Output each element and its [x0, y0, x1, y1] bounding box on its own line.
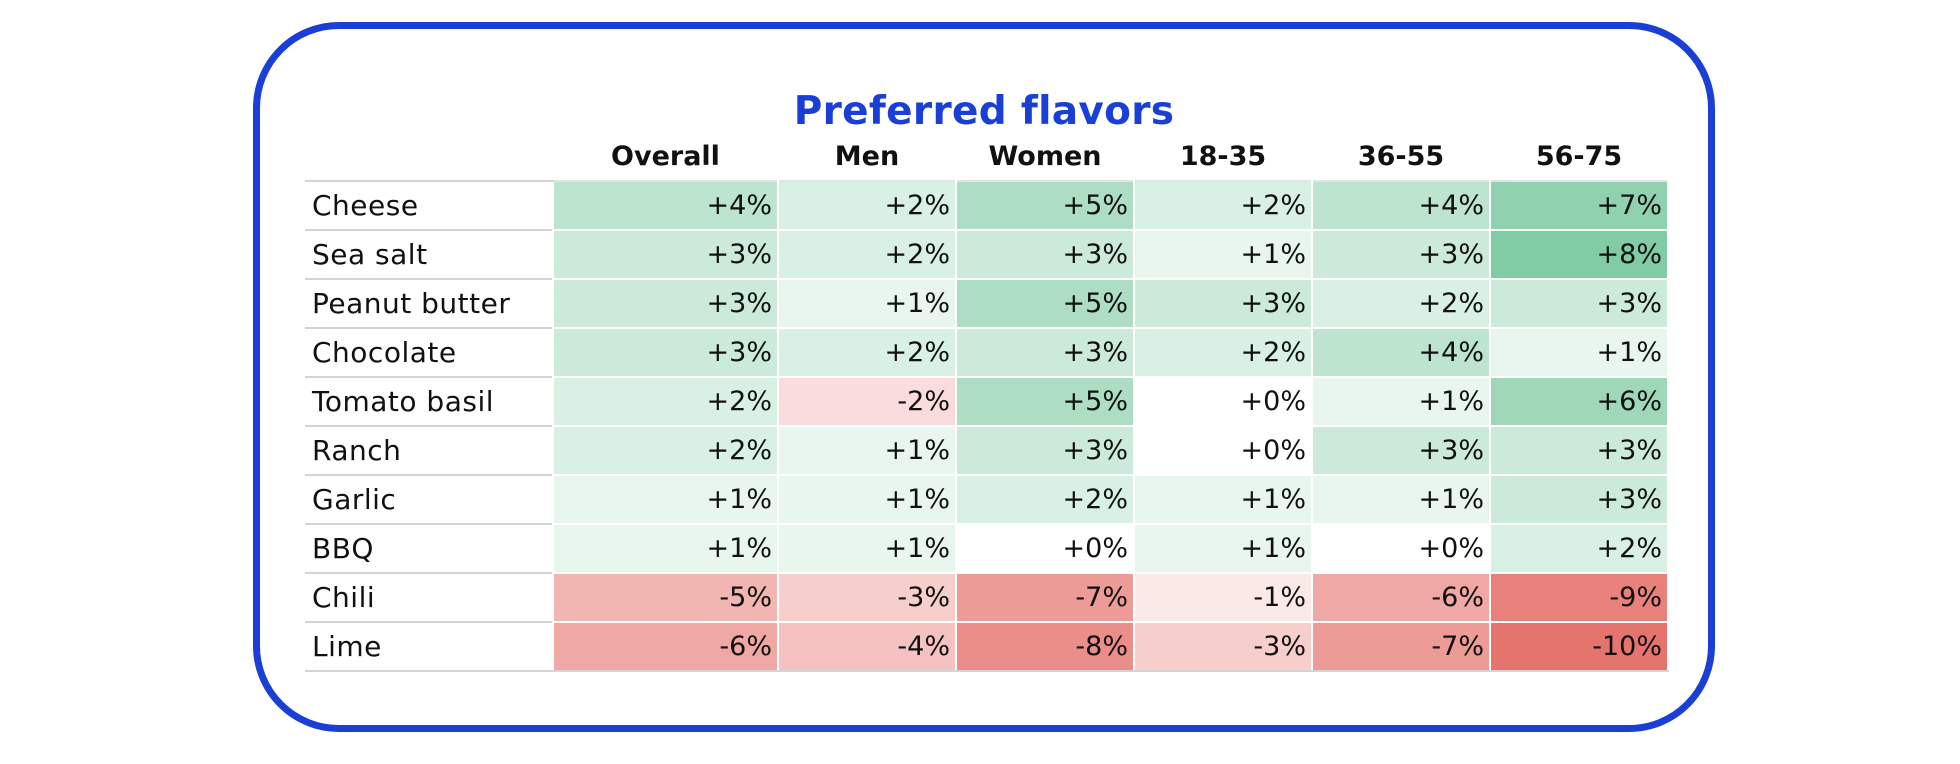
- heatmap-cell: -6%: [552, 621, 779, 672]
- heatmap-cell: -10%: [1489, 621, 1669, 672]
- header-row: Overall Men Women 18-35 36-55 56-75: [305, 132, 1668, 181]
- heatmap-cell: +1%: [1311, 474, 1491, 525]
- row-label: BBQ: [305, 523, 553, 573]
- heatmap-cell: -7%: [1311, 621, 1491, 672]
- row-label: Tomato basil: [305, 376, 553, 426]
- heatmap-cell: +0%: [955, 523, 1135, 574]
- heatmap-cell: +5%: [955, 376, 1135, 427]
- heatmap-cell: +2%: [1311, 278, 1491, 329]
- heatmap-cell: +3%: [1311, 425, 1491, 476]
- row-label: Garlic: [305, 474, 553, 524]
- heatmap-body: Cheese +4% +2% +5% +2% +4% +7% Sea salt +3% +2% +3…: [305, 180, 1669, 672]
- table-row: Chocolate +3% +2% +3% +2% +4% +1%: [305, 327, 1669, 378]
- heatmap-cell: +1%: [777, 425, 957, 476]
- row-label: Cheese: [305, 180, 553, 230]
- table-row: Sea salt +3% +2% +3% +1% +3% +8%: [305, 229, 1669, 280]
- heatmap-cell: +3%: [955, 425, 1135, 476]
- heatmap-cell: +0%: [1133, 376, 1313, 427]
- table-row: BBQ +1% +1% +0% +1% +0% +2%: [305, 523, 1669, 574]
- heatmap-cell: -7%: [955, 572, 1135, 623]
- heatmap-cell: +3%: [1311, 229, 1491, 280]
- heatmap-cell: +4%: [1311, 180, 1491, 231]
- heatmap-cell: +4%: [552, 180, 779, 231]
- heatmap-cell: +5%: [955, 278, 1135, 329]
- heatmap-cell: +2%: [1489, 523, 1669, 574]
- heatmap-cell: +1%: [1311, 376, 1491, 427]
- row-label: Chili: [305, 572, 553, 622]
- heatmap-cell: +5%: [955, 180, 1135, 231]
- heatmap-cell: +3%: [1489, 425, 1669, 476]
- heatmap-cell: +3%: [955, 327, 1135, 378]
- heatmap-cell: -6%: [1311, 572, 1491, 623]
- table-row: Lime -6% -4% -8% -3% -7% -10%: [305, 621, 1669, 672]
- row-label: Lime: [305, 621, 553, 672]
- heatmap-cell: -2%: [777, 376, 957, 427]
- heatmap-cell: +3%: [955, 229, 1135, 280]
- row-label: Ranch: [305, 425, 553, 475]
- heatmap-cell: +3%: [552, 278, 779, 329]
- heatmap-cell: -1%: [1133, 572, 1313, 623]
- table-row: Cheese +4% +2% +5% +2% +4% +7%: [305, 180, 1669, 231]
- column-header: 36-55: [1357, 140, 1445, 172]
- heatmap-cell: +1%: [1489, 327, 1669, 378]
- heatmap-cell: +2%: [552, 376, 779, 427]
- table-row: Ranch +2% +1% +3% +0% +3% +3%: [305, 425, 1669, 476]
- table-row: Tomato basil +2% -2% +5% +0% +1% +6%: [305, 376, 1669, 427]
- table-row: Garlic +1% +1% +2% +1% +1% +3%: [305, 474, 1669, 525]
- column-header: Women: [988, 140, 1102, 172]
- row-label: Sea salt: [305, 229, 553, 279]
- heatmap-cell: +3%: [552, 327, 779, 378]
- heatmap-cell: +1%: [777, 474, 957, 525]
- heatmap-cell: +2%: [552, 425, 779, 476]
- column-header: 56-75: [1535, 140, 1623, 172]
- heatmap-cell: +2%: [777, 229, 957, 280]
- heatmap-cell: +3%: [1133, 278, 1313, 329]
- table-row: Peanut butter +3% +1% +5% +3% +2% +3%: [305, 278, 1669, 329]
- chart-title: Preferred flavors: [793, 89, 1175, 134]
- heatmap-cell: +1%: [552, 523, 779, 574]
- header-corner: [305, 132, 553, 181]
- row-label: Chocolate: [305, 327, 553, 377]
- heatmap-cell: -5%: [552, 572, 779, 623]
- heatmap-cell: +2%: [1133, 327, 1313, 378]
- heatmap-cell: +7%: [1489, 180, 1669, 231]
- heatmap-cell: -8%: [955, 621, 1135, 672]
- column-header: 18-35: [1179, 140, 1267, 172]
- row-label: Peanut butter: [305, 278, 553, 328]
- heatmap-cell: +8%: [1489, 229, 1669, 280]
- heatmap-cell: -4%: [777, 621, 957, 672]
- heatmap-cell: +4%: [1311, 327, 1491, 378]
- heatmap-cell: +1%: [552, 474, 779, 525]
- heatmap-cell: -9%: [1489, 572, 1669, 623]
- heatmap-cell: +2%: [777, 180, 957, 231]
- heatmap-cell: +0%: [1311, 523, 1491, 574]
- heatmap-cell: -3%: [777, 572, 957, 623]
- heatmap-cell: +2%: [1133, 180, 1313, 231]
- heatmap-cell: +2%: [777, 327, 957, 378]
- heatmap-cell: +1%: [777, 523, 957, 574]
- heatmap-cell: +1%: [1133, 229, 1313, 280]
- heatmap-cell: +2%: [955, 474, 1135, 525]
- heatmap-cell: +1%: [1133, 523, 1313, 574]
- heatmap-cell: -3%: [1133, 621, 1313, 672]
- heatmap-cell: +6%: [1489, 376, 1669, 427]
- heatmap-cell: +0%: [1133, 425, 1313, 476]
- table-row: Chili -5% -3% -7% -1% -6% -9%: [305, 572, 1669, 623]
- heatmap-cell: +3%: [1489, 474, 1669, 525]
- heatmap-cell: +3%: [1489, 278, 1669, 329]
- heatmap-cell: +1%: [1133, 474, 1313, 525]
- column-header: Overall: [611, 140, 720, 172]
- column-header: Men: [834, 140, 900, 172]
- heatmap-cell: +3%: [552, 229, 779, 280]
- heatmap-table: Overall Men Women 18-35 36-55 56-75 Chee…: [305, 132, 1669, 672]
- heatmap-cell: +1%: [777, 278, 957, 329]
